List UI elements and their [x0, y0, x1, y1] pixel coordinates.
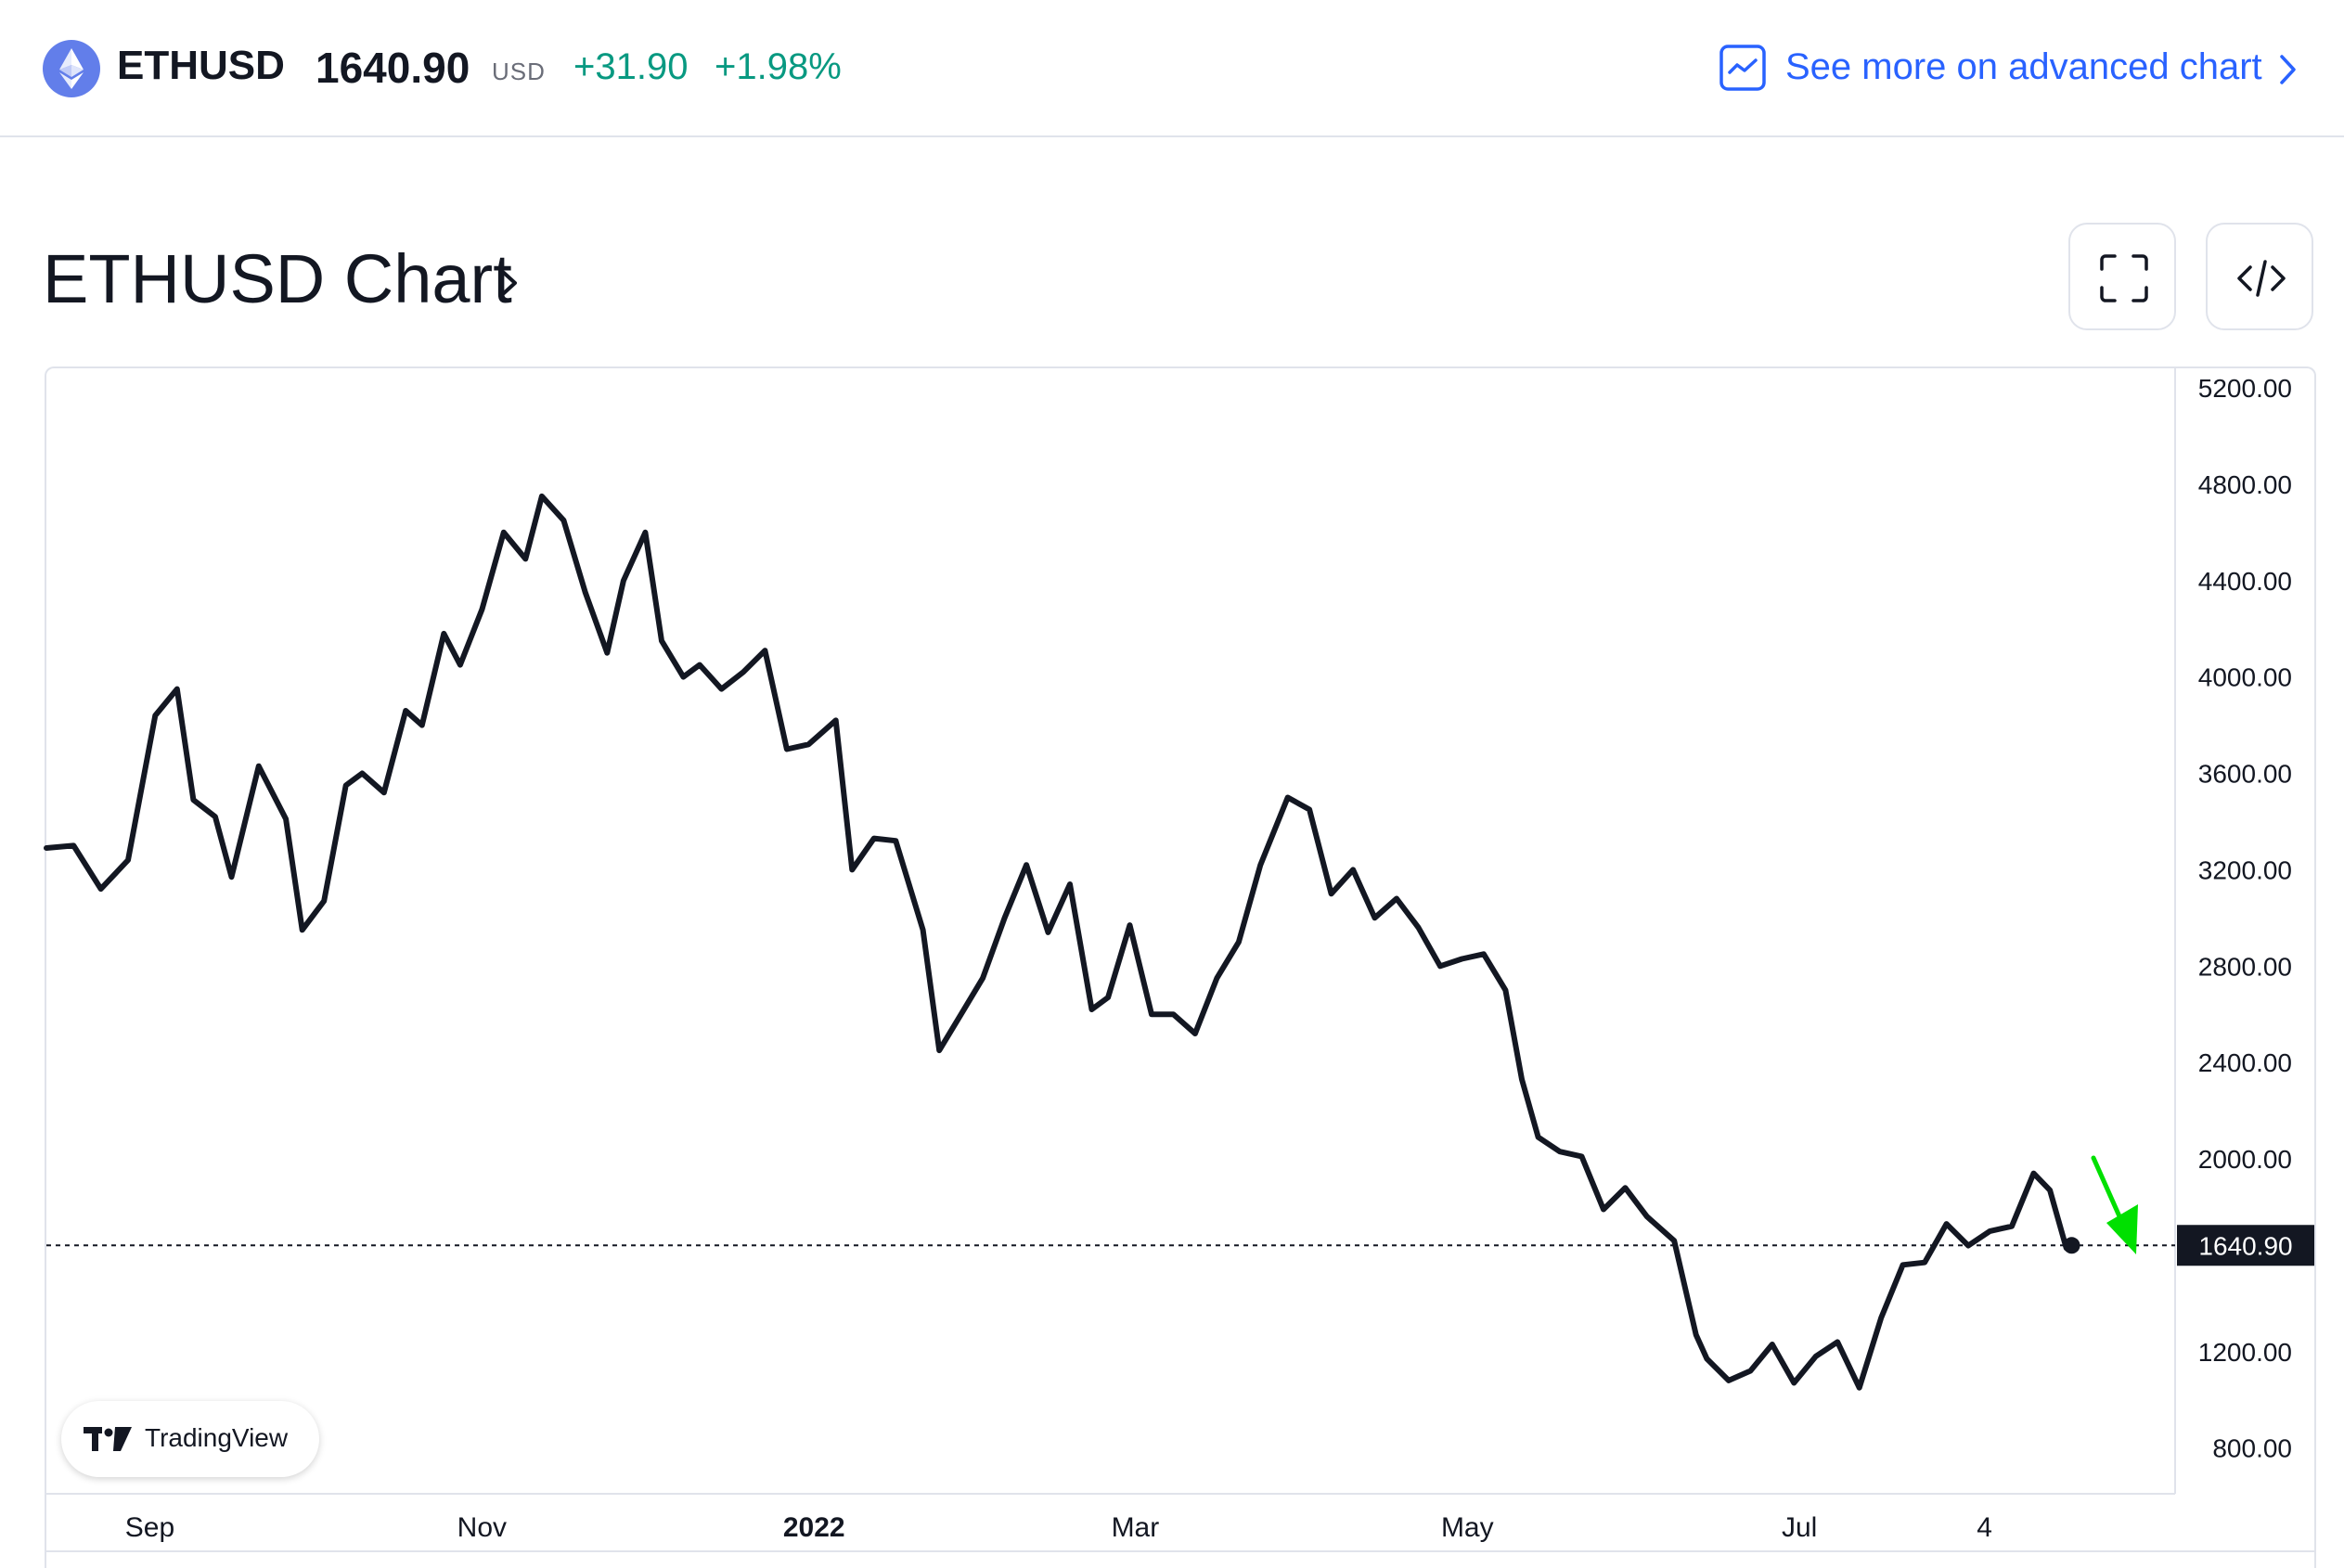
y-tick-label: 800.00 — [2212, 1434, 2292, 1463]
ethereum-logo-icon — [43, 40, 100, 97]
chart-frame — [45, 366, 2316, 1568]
last-price: 1640.90 — [316, 44, 470, 92]
y-tick-label: 2400.00 — [2198, 1048, 2292, 1077]
x-tick-label: Mar — [1112, 1512, 1160, 1543]
last-price-point — [2063, 1237, 2080, 1254]
x-tick-label: May — [1441, 1512, 1494, 1543]
x-tick-label: 4 — [1977, 1512, 1992, 1543]
price-change-percent: +1.98% — [715, 46, 842, 87]
y-tick-label: 2000.00 — [2198, 1145, 2292, 1174]
y-tick-label: 5200.00 — [2198, 374, 2292, 403]
price-series-line — [44, 493, 2075, 1391]
y-tick-label: 4400.00 — [2198, 567, 2292, 596]
advanced-chart-link[interactable]: See more on advanced chart — [1719, 39, 2309, 96]
tradingview-label: TradingView — [145, 1423, 289, 1452]
x-tick-label: 2022 — [783, 1512, 845, 1543]
symbol-header-bar: ETHUSD 1640.90 USD +31.90 +1.98% See mor… — [0, 0, 2344, 137]
code-embed-icon — [2237, 260, 2286, 297]
fullscreen-button[interactable] — [2068, 223, 2176, 330]
y-tick-label: 4000.00 — [2198, 663, 2292, 692]
y-tick-label: 4800.00 — [2198, 470, 2292, 499]
tradingview-badge[interactable]: TradingView — [61, 1401, 319, 1477]
price-change: +31.90 — [573, 46, 689, 87]
x-tick-label: Nov — [457, 1512, 507, 1543]
symbol-name: ETHUSD — [117, 43, 285, 88]
last-price-tag-label: 1640.90 — [2198, 1231, 2292, 1260]
x-tick-label: Jul — [1782, 1512, 1817, 1543]
line-chart-icon — [1719, 45, 1766, 91]
y-tick-label: 1200.00 — [2198, 1338, 2292, 1367]
embed-code-button[interactable] — [2206, 223, 2313, 330]
y-tick-label: 2800.00 — [2198, 952, 2292, 981]
chart-title[interactable]: ETHUSD Chart — [43, 240, 512, 317]
y-tick-label: 3200.00 — [2198, 855, 2292, 884]
fullscreen-icon — [2100, 254, 2148, 302]
chevron-right-icon — [502, 271, 517, 295]
last-price-tag — [2177, 1225, 2314, 1266]
chevron-right-icon — [2280, 55, 2296, 84]
tradingview-logo-icon — [84, 1427, 132, 1451]
currency-label: USD — [492, 58, 546, 85]
advanced-chart-label: See more on advanced chart — [1785, 46, 2262, 87]
x-tick-label: Sep — [125, 1512, 174, 1543]
y-tick-label: 3600.00 — [2198, 760, 2292, 789]
green-arrow-annotation — [2091, 1155, 2138, 1254]
